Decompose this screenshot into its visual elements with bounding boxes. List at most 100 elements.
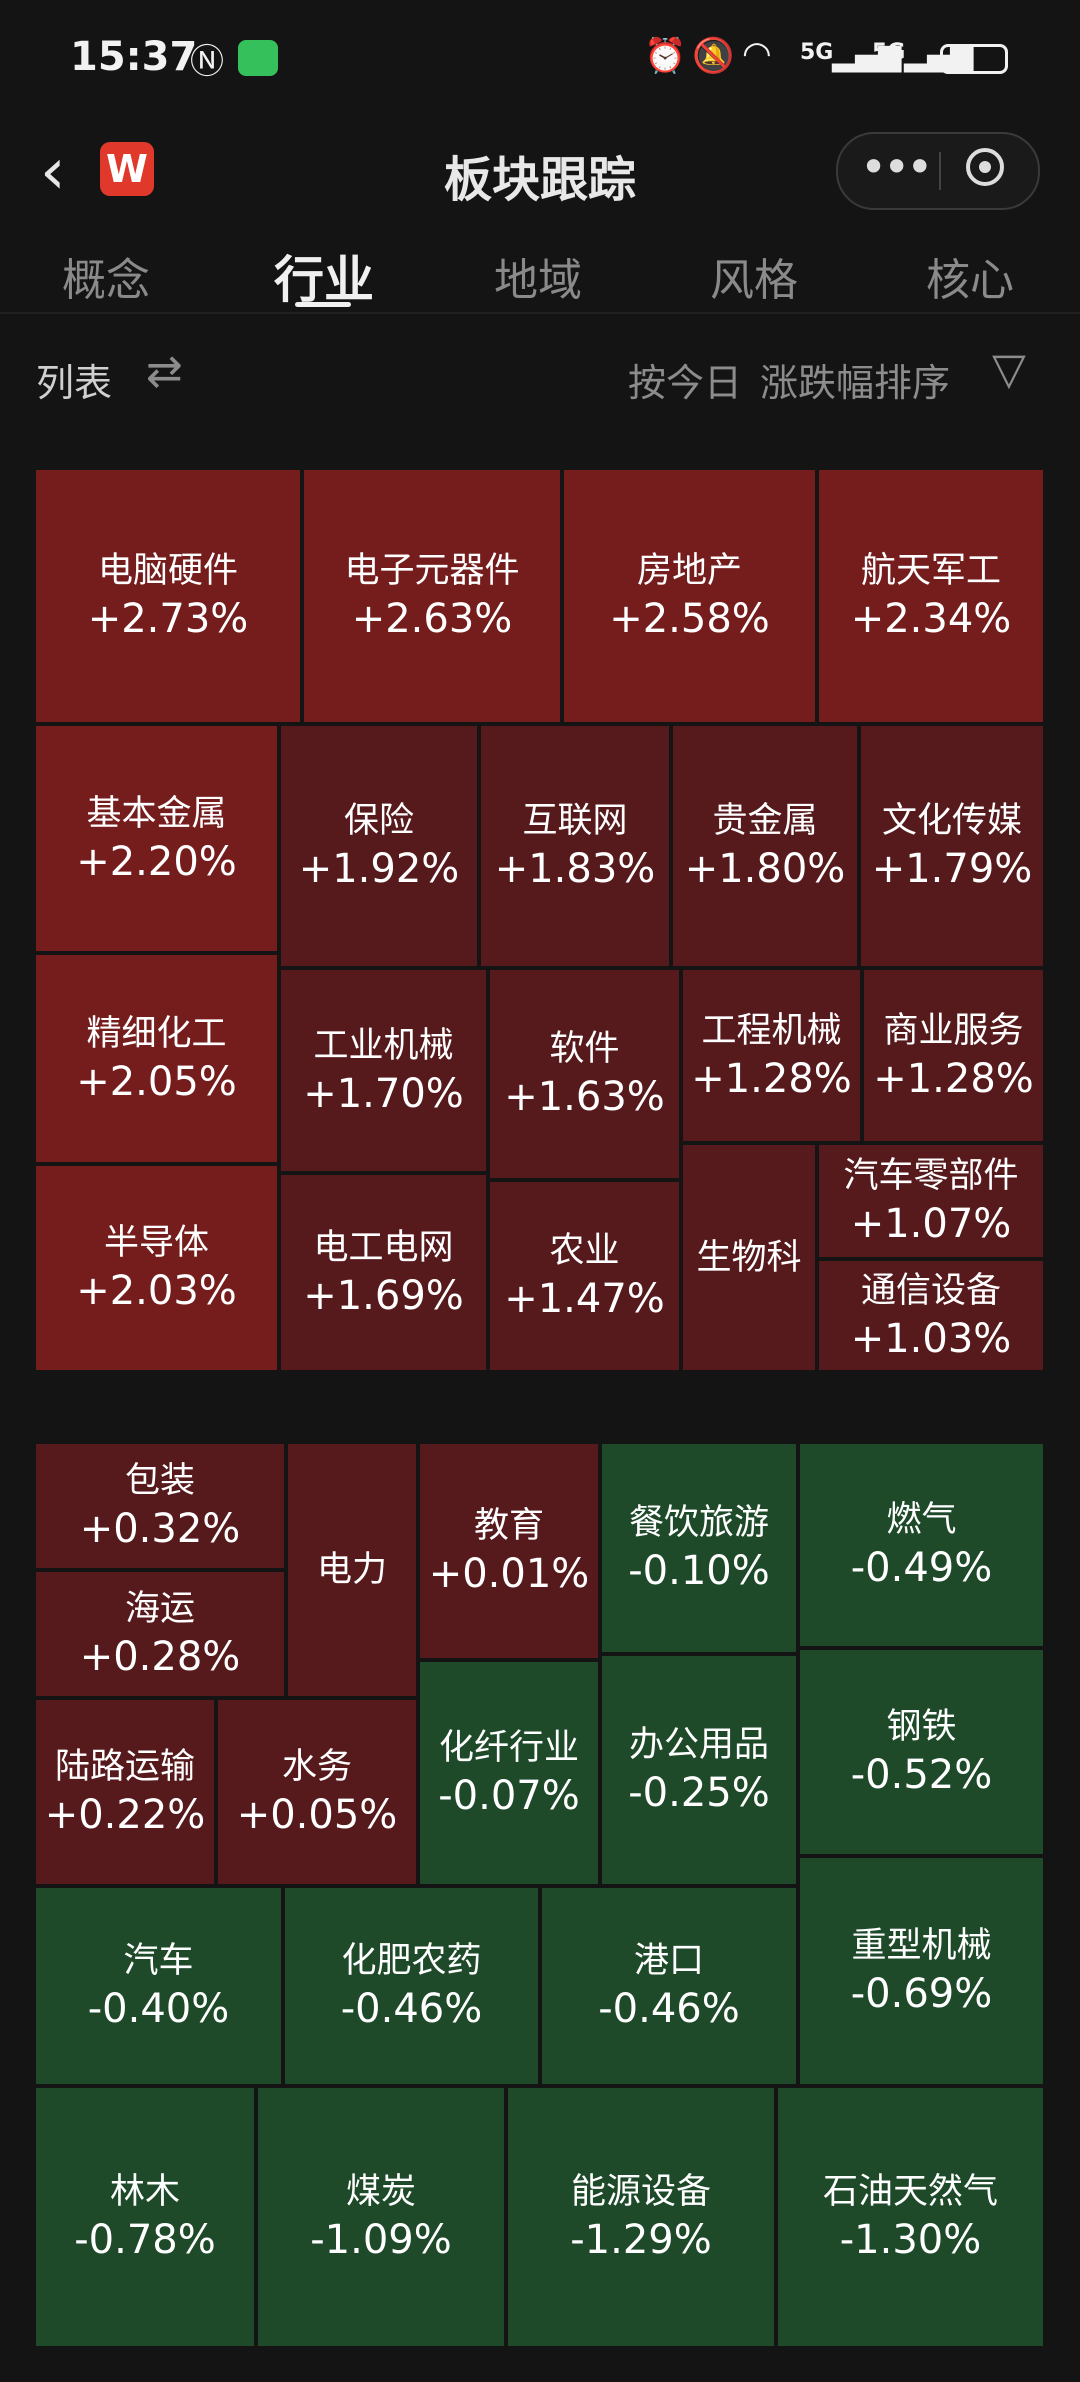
- sector-name: 石油天然气: [822, 2172, 998, 2212]
- sector-tile[interactable]: 工程机械 +1.28%: [681, 968, 862, 1143]
- sector-name: 基本金属: [86, 793, 227, 834]
- list-label[interactable]: 列表: [36, 361, 113, 405]
- sector-tile[interactable]: 通信设备 +1.03%: [817, 1259, 1045, 1372]
- sector-name: 互联网: [522, 801, 628, 841]
- sector-tile[interactable]: 汽车零部件 +1.07%: [817, 1143, 1045, 1259]
- sector-tile[interactable]: 港口 -0.46%: [540, 1886, 798, 2086]
- sector-name: 生物科: [696, 1237, 802, 1278]
- sector-change: +1.47%: [504, 1276, 665, 1322]
- nfc-icon: Ⓝ: [190, 42, 224, 82]
- sector-name: 商业服务: [883, 1010, 1024, 1051]
- sector-tile[interactable]: 精细化工 +2.05%: [34, 953, 279, 1164]
- sector-tile[interactable]: 重型机械 -0.69%: [798, 1856, 1045, 2086]
- switch-view-icon[interactable]: ⇄: [146, 346, 183, 397]
- sector-name: 文化传媒: [881, 801, 1022, 841]
- sector-name: 办公用品: [628, 1725, 769, 1765]
- sector-tile[interactable]: 电子元器件 +2.63%: [302, 468, 562, 724]
- sector-tile[interactable]: 贵金属 +1.80%: [671, 724, 859, 968]
- sector-tile[interactable]: 基本金属 +2.20%: [34, 724, 279, 953]
- sector-change: -0.46%: [340, 1986, 483, 2032]
- sector-change: -0.10%: [628, 1548, 770, 1594]
- sector-change: -0.69%: [850, 1971, 993, 2017]
- sector-tile[interactable]: 互联网 +1.83%: [479, 724, 671, 968]
- filter-icon[interactable]: ▽: [992, 344, 1026, 395]
- sector-tile[interactable]: 教育 +0.01%: [418, 1442, 600, 1660]
- back-icon[interactable]: ‹: [40, 135, 66, 209]
- sector-change: -1.30%: [839, 2217, 982, 2263]
- sector-change: -0.78%: [74, 2217, 216, 2263]
- sector-name: 农业: [549, 1231, 620, 1271]
- tab-style[interactable]: 风格: [710, 255, 798, 306]
- sector-tile[interactable]: 餐饮旅游 -0.10%: [600, 1442, 798, 1654]
- sector-tile[interactable]: 电工电网 +1.69%: [279, 1173, 488, 1372]
- sector-tile[interactable]: 电力: [286, 1442, 418, 1698]
- sector-change: +0.05%: [236, 1792, 398, 1838]
- signal-bars-icon: ▂▄▆: [832, 38, 902, 73]
- sector-tile[interactable]: 文化传媒 +1.79%: [859, 724, 1045, 968]
- sector-tile[interactable]: 工业机械 +1.70%: [279, 968, 488, 1173]
- sector-name: 陆路运输: [54, 1747, 195, 1787]
- sector-change: +1.07%: [850, 1201, 1012, 1247]
- sector-tile[interactable]: 半导体 +2.03%: [34, 1164, 279, 1372]
- sector-tile[interactable]: 化纤行业 -0.07%: [418, 1660, 600, 1886]
- sector-tile[interactable]: 生物科: [681, 1143, 817, 1372]
- sector-name: 通信设备: [860, 1270, 1001, 1311]
- sector-tile[interactable]: 农业 +1.47%: [488, 1180, 681, 1372]
- sector-tile[interactable]: 海运 +0.28%: [34, 1570, 286, 1698]
- sector-name: 半导体: [103, 1223, 209, 1263]
- sector-change: +1.70%: [303, 1070, 464, 1117]
- tab-industry[interactable]: 行业: [274, 251, 374, 309]
- sector-tile[interactable]: 房地产 +2.58%: [562, 468, 817, 724]
- sort-prefix[interactable]: 按今日: [628, 361, 743, 405]
- sector-change: +2.05%: [76, 1058, 237, 1105]
- sector-tile[interactable]: 软件 +1.63%: [488, 968, 681, 1180]
- sector-name: 化纤行业: [438, 1728, 579, 1768]
- tab-divider: [0, 312, 1080, 314]
- sector-name: 电工电网: [313, 1227, 454, 1268]
- sector-tile[interactable]: 商业服务 +1.28%: [862, 968, 1045, 1143]
- sector-change: +2.58%: [609, 596, 770, 642]
- sector-name: 贵金属: [712, 801, 818, 841]
- sector-change: +1.92%: [298, 846, 460, 892]
- tab-region[interactable]: 地域: [494, 255, 582, 306]
- sort-label[interactable]: 涨跌幅排序: [760, 361, 951, 405]
- sector-tile[interactable]: 钢铁 -0.52%: [798, 1648, 1045, 1856]
- sector-change: -0.07%: [438, 1773, 580, 1819]
- signal-label-2: 5G: [872, 40, 906, 65]
- page-title: 板块跟踪: [443, 152, 636, 208]
- more-icon[interactable]: •••: [860, 140, 933, 194]
- battery-icon: [940, 44, 1008, 74]
- sector-change: +0.22%: [44, 1792, 206, 1838]
- sector-change: +1.79%: [871, 846, 1033, 892]
- sector-name: 电子元器件: [344, 551, 520, 591]
- sector-name: 保险: [343, 801, 414, 841]
- sector-name: 房地产: [636, 551, 742, 591]
- sector-tile[interactable]: 能源设备 -1.29%: [506, 2086, 776, 2348]
- sector-tile[interactable]: 林木 -0.78%: [34, 2086, 256, 2348]
- close-miniapp-icon[interactable]: [966, 148, 1004, 186]
- sector-tile[interactable]: 煤炭 -1.09%: [256, 2086, 506, 2348]
- sector-name: 餐饮旅游: [628, 1503, 769, 1543]
- sector-tile[interactable]: 电脑硬件 +2.73%: [34, 468, 302, 724]
- sector-tile[interactable]: 化肥农药 -0.46%: [283, 1886, 540, 2086]
- sector-tile[interactable]: 航天军工 +2.34%: [817, 468, 1045, 724]
- sector-name: 精细化工: [86, 1013, 227, 1054]
- tab-core[interactable]: 核心: [926, 255, 1014, 306]
- sector-change: -0.40%: [87, 1986, 230, 2032]
- sector-tile[interactable]: 燃气 -0.49%: [798, 1442, 1045, 1648]
- sector-tile[interactable]: 汽车 -0.40%: [34, 1886, 283, 2086]
- sector-tile[interactable]: 包装 +0.32%: [34, 1442, 286, 1570]
- sector-tile[interactable]: 办公用品 -0.25%: [600, 1654, 798, 1886]
- sector-change: +1.80%: [684, 846, 846, 892]
- sector-tile[interactable]: 石油天然气 -1.30%: [776, 2086, 1045, 2348]
- sector-name: 煤炭: [345, 2172, 416, 2212]
- status-time: 15:37: [70, 34, 198, 80]
- sector-name: 教育: [473, 1506, 544, 1546]
- sector-tile[interactable]: 陆路运输 +0.22%: [34, 1698, 216, 1886]
- sector-tile[interactable]: 保险 +1.92%: [279, 724, 479, 968]
- sector-name: 港口: [633, 1941, 704, 1981]
- sector-name: 重型机械: [851, 1926, 992, 1966]
- sector-tile[interactable]: 水务 +0.05%: [216, 1698, 418, 1886]
- tab-concept[interactable]: 概念: [62, 255, 150, 306]
- sector-name: 钢铁: [886, 1707, 957, 1747]
